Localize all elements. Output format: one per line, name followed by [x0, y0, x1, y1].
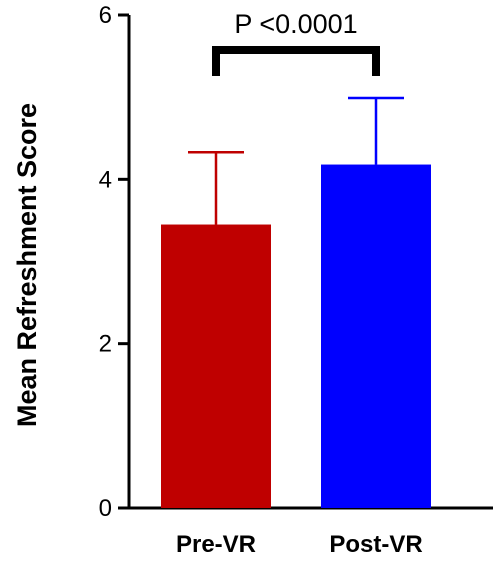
bar-pre-vr — [161, 224, 271, 508]
y-tick-label: 2 — [99, 331, 112, 358]
y-axis-title: Mean Refreshment Score — [12, 103, 42, 427]
y-axis-ticks: 0 2 4 6 — [99, 2, 129, 522]
p-value-annotation: P <0.0001 — [234, 9, 357, 39]
bars — [161, 164, 431, 508]
error-bars — [188, 96, 404, 225]
x-category-label: Post-VR — [329, 531, 422, 558]
bar-post-vr — [321, 164, 431, 508]
significance-bracket — [212, 46, 380, 76]
y-tick-label: 4 — [99, 166, 112, 193]
x-category-label: Pre-VR — [176, 531, 256, 558]
x-axis-categories: Pre-VR Post-VR — [176, 531, 423, 558]
y-tick-label: 0 — [99, 495, 112, 522]
y-tick-label: 6 — [99, 2, 112, 29]
